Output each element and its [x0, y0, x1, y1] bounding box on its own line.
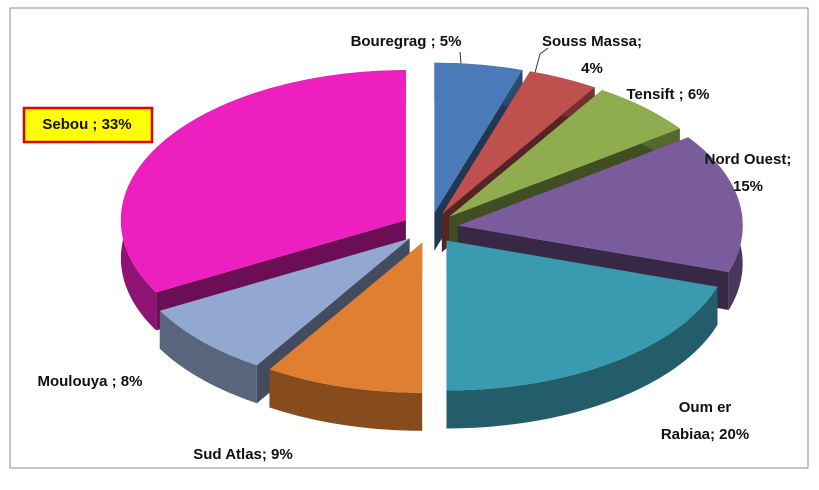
slice-top	[446, 240, 718, 391]
slice-side	[446, 286, 718, 429]
slice-top	[120, 70, 406, 293]
data-label: Bouregrag ; 5%	[351, 33, 462, 50]
data-label-line: Sebou ; 33%	[42, 116, 131, 133]
slice	[269, 242, 423, 431]
data-label: Oum er Rabiaa; 20%	[661, 399, 749, 443]
data-label: Sebou ; 33%	[42, 116, 131, 133]
data-label-line: Souss Massa;	[542, 33, 642, 50]
data-label: Souss Massa; 4%	[542, 33, 642, 77]
data-label: Moulouya ; 8%	[37, 373, 142, 390]
data-label-line: Oum er	[679, 399, 732, 416]
data-label: Nord Ouest; 15%	[705, 151, 792, 195]
data-label-line: 15%	[733, 178, 763, 195]
slice-top	[434, 62, 523, 213]
data-label: Tensift ; 6%	[626, 86, 709, 103]
data-label-line: Nord Ouest;	[705, 151, 792, 168]
slice-top	[449, 90, 680, 217]
data-label-line: Sud Atlas; 9%	[193, 446, 292, 463]
data-label-line: Rabiaa; 20%	[661, 426, 749, 443]
data-label: Sud Atlas; 9%	[193, 446, 292, 463]
data-label-line: Tensift ; 6%	[626, 86, 709, 103]
slice-top	[441, 71, 595, 215]
slice-side	[269, 369, 423, 431]
data-label-line: Moulouya ; 8%	[37, 373, 142, 390]
data-label-line: Bouregrag ; 5%	[351, 33, 462, 50]
data-label-line: 4%	[581, 60, 603, 77]
pie	[120, 62, 743, 431]
slice-top	[269, 242, 423, 393]
slice-side	[159, 310, 257, 404]
slice	[446, 240, 718, 429]
highlight-box	[22, 106, 154, 144]
slice-top	[457, 137, 743, 272]
slice-top	[159, 238, 410, 366]
